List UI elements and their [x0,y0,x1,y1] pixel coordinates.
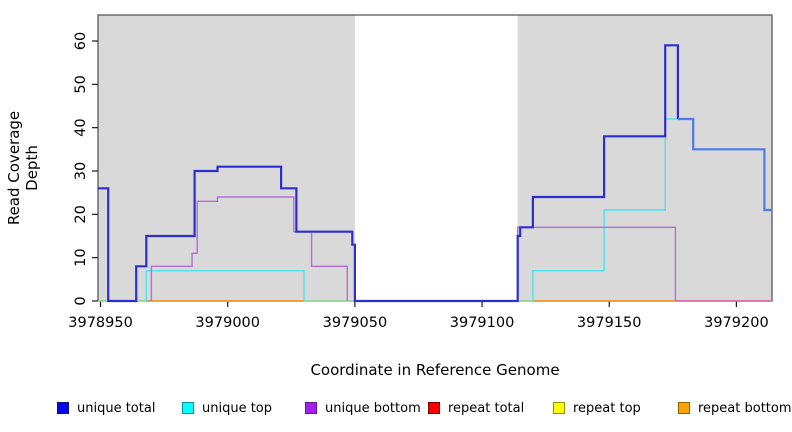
legend-label: unique total [77,400,156,416]
series-unique-top [145,270,305,301]
y-tick-label: 20 [73,205,89,223]
legend-swatch-icon [57,402,69,414]
legend-item-unique-total: unique total [57,398,155,418]
legend-label: repeat bottom [698,400,792,416]
series-unique-bottom [150,196,348,301]
shaded-region [517,15,772,301]
legend-item-repeat-bottom: repeat bottom [678,398,792,418]
x-tick-label: 3979050 [323,315,388,331]
legend-item-unique-bottom: unique bottom [305,398,421,418]
legend-swatch-icon [678,402,690,414]
legend-swatch-icon [182,402,194,414]
x-tick-label: 3978950 [68,315,133,331]
x-tick-label: 3979000 [195,315,260,331]
legend-swatch-icon [428,402,440,414]
legend-swatch-icon [305,402,317,414]
legend-label: unique bottom [325,400,421,416]
shaded-region [98,15,355,301]
legend-swatch-icon [553,402,565,414]
legend-label: repeat top [573,400,641,416]
legend-item-unique-top: unique top [182,398,272,418]
coverage-chart: 3978950 3979000 3979050 3979100 3979150 39792… [68,14,773,331]
x-tick-label: 3979100 [450,315,515,331]
y-tick-label: 50 [73,75,89,93]
legend: unique total unique top unique bottom repea… [0,398,792,422]
x-tick-label: 3979150 [577,315,642,331]
y-axis-title: Read Coverage Depth [5,110,41,226]
y-tick-label: 60 [73,32,89,50]
y-tick-label: 30 [73,162,89,180]
series-unique-total-unique-top-overlap [677,117,772,212]
legend-label: unique top [202,400,273,416]
y-tick-label: 0 [73,296,89,305]
y-tick-label: 40 [73,118,89,136]
x-tick-label: 3979200 [704,315,769,331]
x-axis-title: Coordinate in Reference Genome [310,361,560,379]
y-tick-label: 10 [73,248,89,266]
legend-label: repeat total [448,400,525,416]
series-unique-total [98,44,680,303]
legend-item-repeat-total: repeat total [428,398,524,418]
legend-item-repeat-top: repeat top [553,398,641,418]
